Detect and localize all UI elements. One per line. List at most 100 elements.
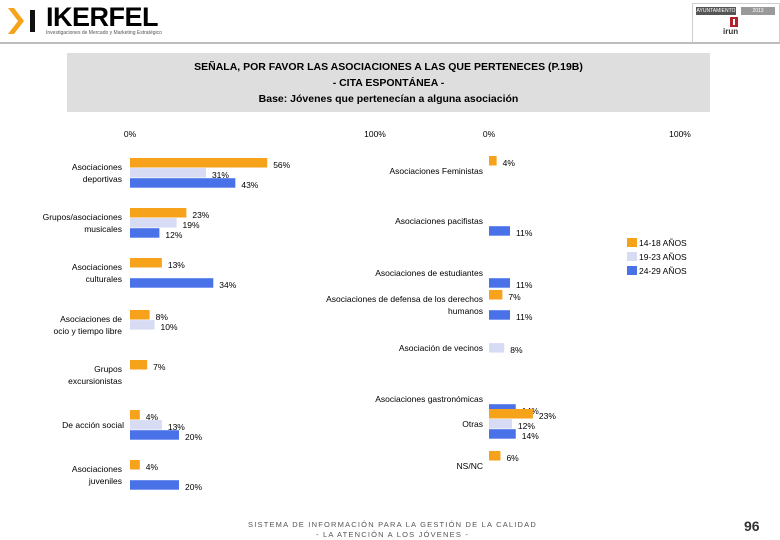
bar-1 <box>130 420 162 430</box>
data-label: 31% <box>212 170 229 180</box>
data-label: 23% <box>539 411 556 421</box>
footer-line-2: - LA ATENCIÓN A LOS JÓVENES - <box>315 530 470 539</box>
data-label: 11% <box>516 280 533 290</box>
bar-0 <box>130 360 148 370</box>
category-label: ocio y tiempo libre <box>53 326 122 336</box>
data-label: 11% <box>516 312 533 322</box>
data-label: 20% <box>185 432 202 442</box>
bar-0 <box>489 156 497 166</box>
chart-subtitle: - CITA ESPONTÁNEA - <box>332 77 445 89</box>
bar-1 <box>130 218 177 228</box>
data-label: 20% <box>185 482 202 492</box>
bar-2 <box>130 278 214 288</box>
axis-tick-label: 100% <box>364 129 386 139</box>
bar-0 <box>489 409 533 419</box>
category-label: Asociaciones pacifistas <box>395 216 483 226</box>
category-label: Asociaciones gastronómicas <box>375 394 483 404</box>
category-label: Asociaciones <box>72 162 122 172</box>
data-label: 7% <box>508 292 521 302</box>
category-label: excursionistas <box>68 376 122 386</box>
legend-swatch <box>627 252 637 261</box>
bar-2 <box>489 404 516 414</box>
bar-1 <box>130 168 206 178</box>
category-label: Asociaciones de <box>60 314 122 324</box>
category-label: Grupos/asociaciones <box>43 212 122 222</box>
bar-2 <box>130 178 236 188</box>
logo-tagline: Investigaciones de Mercado y Marketing E… <box>46 30 162 36</box>
legend-swatch <box>627 266 637 275</box>
data-label: 13% <box>168 260 185 270</box>
axis-tick-label: 100% <box>669 129 691 139</box>
crest-icon <box>730 17 738 27</box>
data-label: 12% <box>165 230 182 240</box>
data-label: 7% <box>153 362 166 372</box>
bar-2 <box>489 429 516 439</box>
legend-label: 19-23 AÑOS <box>639 252 687 262</box>
category-label: culturales <box>86 274 122 284</box>
header-divider <box>0 42 780 44</box>
axis-tick-label: 0% <box>483 129 496 139</box>
bar-0 <box>489 451 501 461</box>
chart-title: SEÑALA, POR FAVOR LAS ASOCIACIONES A LAS… <box>194 61 583 73</box>
data-label: 23% <box>192 210 209 220</box>
chart-base-note: Base: Jóvenes que pertenecían a alguna a… <box>258 93 519 105</box>
legend-label: 14-18 AÑOS <box>639 238 687 248</box>
category-label: Asociaciones Feministas <box>389 166 483 176</box>
category-label: juveniles <box>88 476 122 486</box>
header-bar: IKERFEL Investigaciones de Mercado y Mar… <box>0 0 780 43</box>
bar-2 <box>489 278 511 288</box>
irun-logo-text: irun <box>723 27 739 36</box>
category-label: NS/NC <box>457 461 483 471</box>
data-label: 34% <box>219 280 236 290</box>
data-label: 12% <box>518 421 535 431</box>
data-label: 8% <box>156 312 169 322</box>
footer-line-1: SISTEMA DE INFORMACIÓN PARA LA GESTIÓN D… <box>248 520 537 529</box>
category-label: Asociaciones de estudiantes <box>375 268 483 278</box>
data-label: 43% <box>241 180 258 190</box>
bar-2 <box>489 310 511 320</box>
data-label: 10% <box>161 322 178 332</box>
category-label: humanos <box>448 306 483 316</box>
data-label: 13% <box>168 422 185 432</box>
axis-tick-label: 0% <box>124 129 137 139</box>
bar-2 <box>130 480 179 490</box>
data-label: 14% <box>522 431 539 441</box>
bar-2 <box>130 228 160 238</box>
category-label: Asociaciones <box>72 464 122 474</box>
data-label: 6% <box>506 453 519 463</box>
data-label: 19% <box>183 220 200 230</box>
irun-logo-label-a: AYUNTAMIENTO <box>696 7 736 15</box>
bar-0 <box>130 258 162 268</box>
bar-1 <box>489 343 505 353</box>
bar-2 <box>489 226 511 236</box>
bar-0 <box>489 290 503 300</box>
data-label: 4% <box>503 158 516 168</box>
chart-title-box: SEÑALA, POR FAVOR LAS ASOCIACIONES A LAS… <box>67 53 710 112</box>
category-label: Asociaciones de defensa de los derechos <box>326 294 483 304</box>
bar-0 <box>130 310 150 320</box>
bar-0 <box>130 158 268 168</box>
category-label: Asociación de vecinos <box>399 343 483 353</box>
irun-logo-label-b: 2013 <box>741 7 775 15</box>
logo-text: IKERFEL <box>46 2 159 32</box>
category-label: Grupos <box>94 364 122 374</box>
data-label: 4% <box>146 462 159 472</box>
data-label: 56% <box>273 160 290 170</box>
legend-label: 24-29 AÑOS <box>639 266 687 276</box>
bar-1 <box>489 419 512 429</box>
bar-0 <box>130 208 187 218</box>
page-number: 96 <box>744 518 760 534</box>
category-label: Asociaciones <box>72 262 122 272</box>
category-label: deportivas <box>83 174 122 184</box>
data-label: 4% <box>146 412 159 422</box>
footer: SISTEMA DE INFORMACIÓN PARA LA GESTIÓN D… <box>220 520 565 540</box>
category-label: De acción social <box>62 420 124 430</box>
bar-2 <box>130 430 179 440</box>
bar-0 <box>130 410 140 420</box>
category-label: musicales <box>84 224 122 234</box>
data-label: 8% <box>510 345 523 355</box>
bar-1 <box>130 320 155 330</box>
data-label: 11% <box>516 228 533 238</box>
ikerfel-logo-icon <box>8 8 35 34</box>
